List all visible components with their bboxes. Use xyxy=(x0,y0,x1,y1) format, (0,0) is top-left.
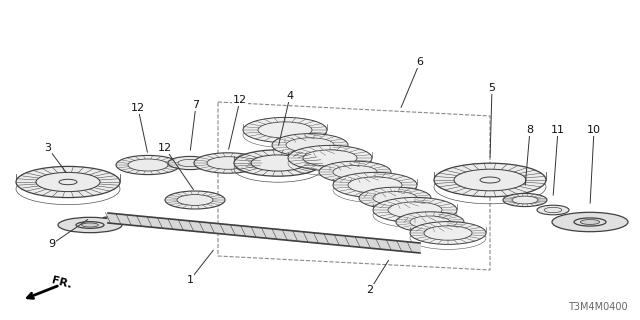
Ellipse shape xyxy=(552,212,628,232)
Text: 12: 12 xyxy=(233,95,247,105)
Ellipse shape xyxy=(234,150,322,176)
Text: 10: 10 xyxy=(587,125,601,135)
Text: 12: 12 xyxy=(158,143,172,153)
Ellipse shape xyxy=(580,220,600,224)
Ellipse shape xyxy=(168,156,212,170)
Text: 5: 5 xyxy=(488,83,495,93)
Ellipse shape xyxy=(243,117,327,143)
Text: 8: 8 xyxy=(527,125,534,135)
Ellipse shape xyxy=(58,217,122,233)
Text: 4: 4 xyxy=(287,91,294,101)
Text: 11: 11 xyxy=(551,125,565,135)
Polygon shape xyxy=(108,213,420,253)
Text: 1: 1 xyxy=(186,275,193,285)
Ellipse shape xyxy=(333,172,417,198)
Text: FR.: FR. xyxy=(50,276,72,291)
Text: 7: 7 xyxy=(193,100,200,110)
Ellipse shape xyxy=(165,191,225,209)
Ellipse shape xyxy=(410,222,486,244)
Text: 12: 12 xyxy=(131,103,145,113)
Text: T3M4M0400: T3M4M0400 xyxy=(568,302,628,312)
Ellipse shape xyxy=(434,163,546,197)
Ellipse shape xyxy=(537,205,569,215)
Text: 6: 6 xyxy=(417,57,424,67)
Ellipse shape xyxy=(194,153,262,173)
Ellipse shape xyxy=(319,161,391,183)
Ellipse shape xyxy=(16,166,120,198)
Ellipse shape xyxy=(288,145,372,171)
Text: 9: 9 xyxy=(49,239,56,249)
Ellipse shape xyxy=(396,212,464,232)
Ellipse shape xyxy=(272,134,348,156)
Text: 3: 3 xyxy=(45,143,51,153)
Ellipse shape xyxy=(116,156,180,175)
Ellipse shape xyxy=(373,197,457,223)
Text: 2: 2 xyxy=(367,285,374,295)
Ellipse shape xyxy=(359,187,431,209)
Ellipse shape xyxy=(503,193,547,207)
Ellipse shape xyxy=(82,223,99,227)
